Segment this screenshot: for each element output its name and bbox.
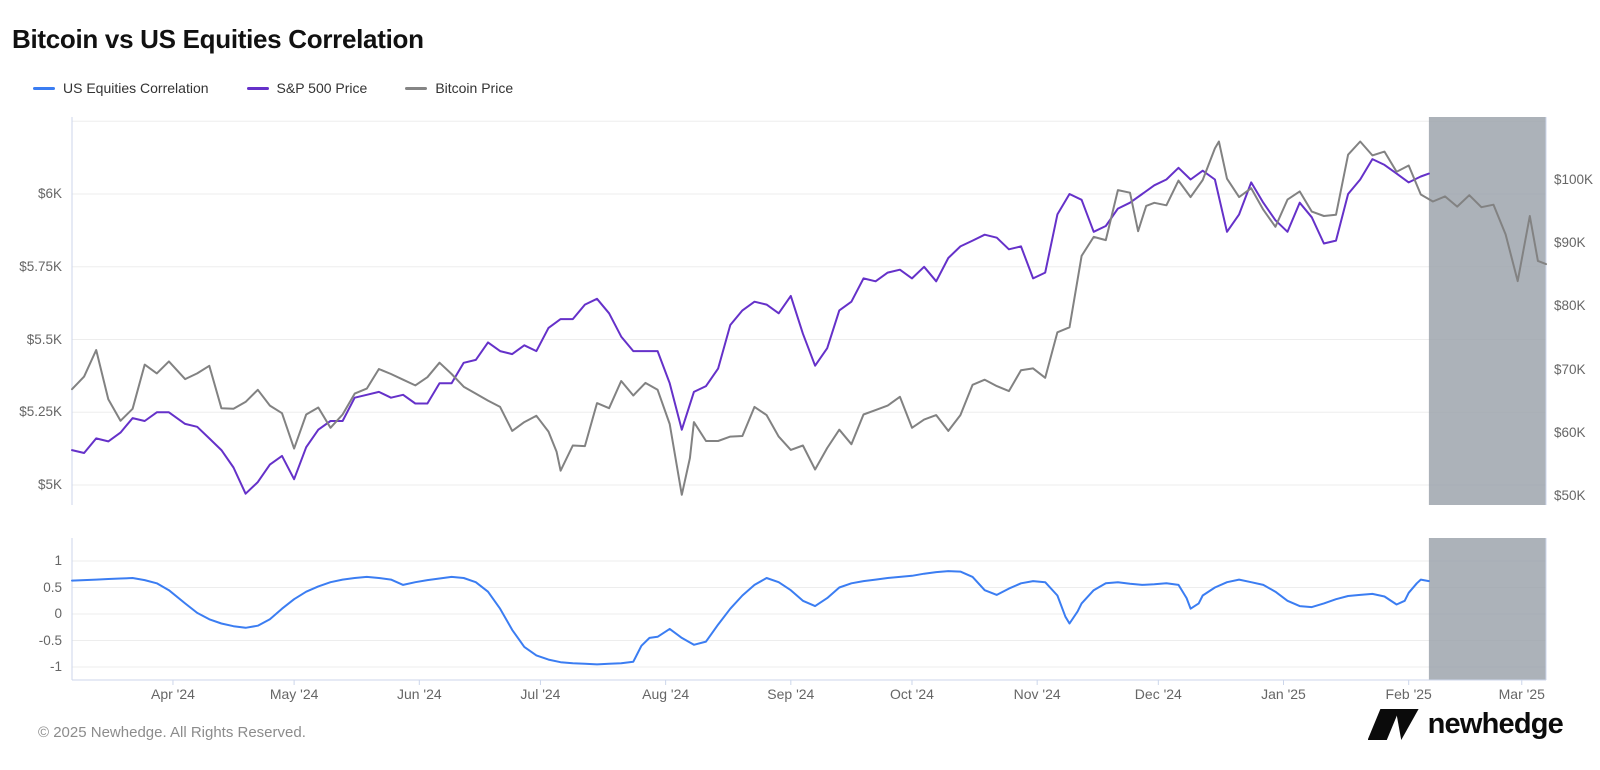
legend-label: S&P 500 Price — [276, 80, 368, 96]
series-line-s-p-500-price — [71, 158, 1430, 495]
highlight-band-sub — [1428, 538, 1546, 680]
main-right-tick-label: $70K — [1554, 361, 1586, 377]
month-tick-label: Feb '25 — [1385, 686, 1432, 702]
main-left-tick-label: $5.75K — [19, 258, 62, 274]
month-tick-label: Dec '24 — [1134, 686, 1182, 702]
legend-dash-icon — [33, 86, 55, 90]
page-title: Bitcoin vs US Equities Correlation — [12, 24, 424, 54]
main-right-tick-label: $50K — [1554, 488, 1586, 504]
main-right-tick-label: $80K — [1554, 298, 1586, 314]
sub-tick-label: -0.5 — [38, 632, 62, 648]
sub-tick-label: 0 — [54, 606, 62, 621]
legend-item-us-equities-correlation[interactable]: US Equities Correlation — [33, 80, 209, 96]
brand-name: newhedge — [1427, 708, 1564, 740]
month-tick-label: Apr '24 — [150, 686, 195, 702]
main-left-tick-label: $5K — [37, 477, 62, 492]
sub-tick-label: 1 — [54, 553, 62, 568]
series-line-bitcoin-price — [71, 140, 1547, 496]
month-tick-label: Sep '24 — [767, 686, 815, 702]
month-tick-label: May '24 — [269, 686, 319, 702]
main-right-tick-label: $60K — [1554, 424, 1586, 440]
main-right-tick-label: $90K — [1554, 235, 1586, 251]
sub-tick-label: -1 — [49, 659, 62, 674]
legend-dash-icon — [405, 86, 428, 90]
legend-dash-icon — [246, 86, 269, 90]
month-tick-label: Aug '24 — [642, 686, 690, 702]
month-tick-label: Nov '24 — [1013, 686, 1061, 702]
main-left-tick-label: $5.25K — [19, 404, 62, 420]
legend-label: Bitcoin Price — [435, 80, 514, 96]
sub-tick-label: 0.5 — [43, 579, 62, 595]
main-right-tick-label: $100K — [1554, 172, 1594, 187]
month-tick-label: Jan '25 — [1261, 686, 1306, 702]
highlight-band-main — [1428, 117, 1546, 505]
main-left-tick-label: $5.5K — [26, 331, 62, 347]
series-line-us-equities-correlation — [71, 570, 1430, 666]
month-tick-label: Jul '24 — [520, 686, 561, 702]
legend-item-bitcoin-price[interactable]: Bitcoin Price — [405, 80, 513, 96]
legend-item-s-p-500-price[interactable]: S&P 500 Price — [246, 80, 368, 96]
newhedge-logo-icon — [1367, 709, 1419, 740]
legend: US Equities Correlation S&P 500 Price Bitc… — [33, 80, 513, 96]
newhedge-logo[interactable]: newhedge — [1367, 708, 1564, 741]
month-tick-label: Mar '25 — [1498, 686, 1545, 702]
logo-mark-left — [1367, 709, 1400, 740]
month-tick-label: Jun '24 — [396, 686, 442, 702]
month-tick-label: Oct '24 — [890, 686, 934, 702]
footer-copyright: © 2025 Newhedge. All Rights Reserved. — [38, 724, 306, 741]
legend-label: US Equities Correlation — [63, 80, 209, 96]
main-left-tick-label: $6K — [37, 186, 62, 201]
